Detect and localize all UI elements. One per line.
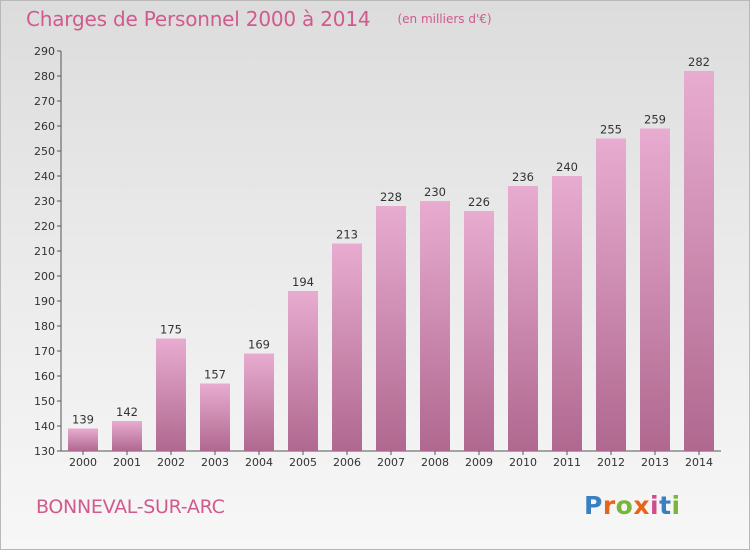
bar-value-label: 259 (644, 113, 666, 127)
y-tick-label: 170 (34, 345, 55, 358)
x-tick-label: 2012 (597, 456, 625, 469)
x-tick-label: 2010 (509, 456, 537, 469)
bar-value-label: 240 (556, 160, 578, 174)
bar (376, 206, 406, 451)
bar-value-label: 175 (160, 323, 182, 337)
bar (68, 428, 98, 451)
bar-value-label: 236 (512, 170, 534, 184)
bar (332, 243, 362, 451)
x-tick-label: 2006 (333, 456, 361, 469)
bar-value-label: 169 (248, 338, 270, 352)
bar (464, 211, 494, 451)
bar-value-label: 157 (204, 368, 226, 382)
bar-value-label: 213 (336, 228, 358, 242)
y-tick-label: 260 (34, 120, 55, 133)
y-tick-label: 250 (34, 145, 55, 158)
bar-value-label: 226 (468, 195, 490, 209)
x-tick-label: 2000 (69, 456, 97, 469)
bar (112, 421, 142, 451)
bar (244, 353, 274, 451)
logo-letter: x (633, 491, 650, 520)
bar-value-label: 230 (424, 185, 446, 199)
bar (156, 338, 186, 451)
x-tick-label: 2004 (245, 456, 273, 469)
logo-letter: P (584, 491, 603, 520)
x-tick-label: 2013 (641, 456, 669, 469)
title-row: Charges de Personnel 2000 à 2014 (en mil… (26, 7, 492, 31)
bar-value-label: 194 (292, 275, 314, 289)
y-tick-label: 290 (34, 45, 55, 58)
bar-value-label: 255 (600, 123, 622, 137)
bar (684, 71, 714, 451)
bar-value-label: 282 (688, 55, 710, 69)
y-tick-label: 140 (34, 420, 55, 433)
y-tick-label: 150 (34, 395, 55, 408)
bar (200, 383, 230, 451)
commune-name: BONNEVAL-SUR-ARC (36, 496, 225, 518)
bar-value-label: 228 (380, 190, 402, 204)
logo-letter: i (650, 491, 660, 520)
unit-note: (en milliers d'€) (397, 12, 492, 26)
x-tick-label: 2002 (157, 456, 185, 469)
bar (508, 186, 538, 451)
logo-letter: t (659, 491, 672, 520)
bar-value-label: 142 (116, 405, 138, 419)
y-tick-label: 240 (34, 170, 55, 183)
logo-letter: i (671, 491, 681, 520)
y-tick-label: 210 (34, 245, 55, 258)
x-tick-label: 2003 (201, 456, 229, 469)
y-tick-label: 280 (34, 70, 55, 83)
bar (420, 201, 450, 451)
chart-title: Charges de Personnel 2000 à 2014 (26, 7, 371, 31)
y-tick-label: 180 (34, 320, 55, 333)
bar (288, 291, 318, 451)
y-tick-label: 230 (34, 195, 55, 208)
x-tick-label: 2009 (465, 456, 493, 469)
logo-letter: o (615, 491, 634, 520)
y-tick-label: 190 (34, 295, 55, 308)
y-tick-label: 270 (34, 95, 55, 108)
bar (640, 128, 670, 451)
x-tick-label: 2005 (289, 456, 317, 469)
x-tick-label: 2001 (113, 456, 141, 469)
y-tick-label: 130 (34, 445, 55, 458)
x-tick-label: 2014 (685, 456, 713, 469)
proxiti-logo: Proxiti (584, 491, 681, 520)
y-tick-label: 220 (34, 220, 55, 233)
x-tick-label: 2011 (553, 456, 581, 469)
logo-letter: r (602, 491, 616, 520)
y-tick-label: 200 (34, 270, 55, 283)
y-tick-label: 160 (34, 370, 55, 383)
bar (596, 138, 626, 451)
x-tick-label: 2007 (377, 456, 405, 469)
bar-value-label: 139 (72, 413, 94, 427)
x-tick-label: 2008 (421, 456, 449, 469)
bar (552, 176, 582, 451)
